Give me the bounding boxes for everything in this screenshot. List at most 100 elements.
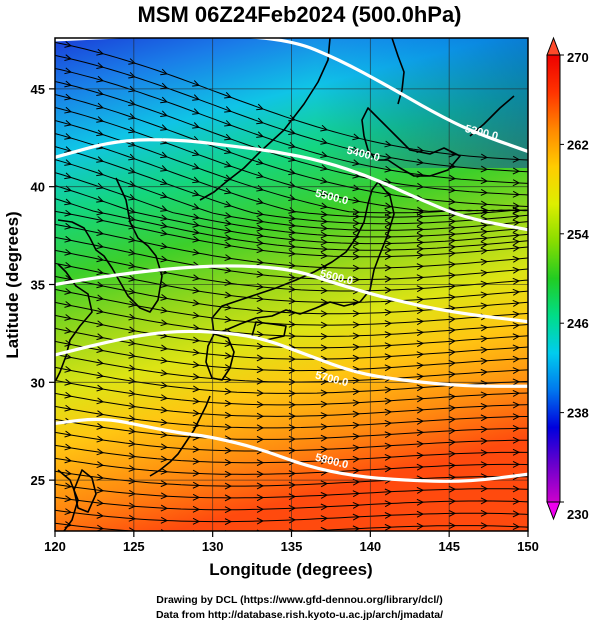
streamline-arrowhead — [448, 510, 457, 517]
streamline-arrowhead — [96, 196, 104, 203]
streamline-arrowhead — [96, 156, 104, 163]
streamline-arrowhead — [64, 404, 73, 412]
streamline-arrowhead — [416, 239, 425, 247]
streamline-arrowhead — [256, 131, 264, 138]
streamline-arrowhead — [160, 431, 169, 439]
streamline-arrowhead — [320, 366, 329, 374]
streamline-arrowhead — [352, 264, 361, 272]
streamline-arrowhead — [416, 452, 425, 460]
streamline — [55, 262, 528, 303]
streamline-arrowhead — [96, 169, 104, 177]
streamline-arrowhead — [480, 324, 489, 332]
height-contours — [55, 38, 528, 483]
streamline — [55, 198, 528, 251]
x-tick-label: 140 — [359, 539, 381, 554]
streamline-arrowhead — [480, 402, 489, 410]
streamline-arrowhead — [192, 286, 201, 294]
streamline-arrowhead — [160, 110, 168, 117]
streamline-arrowhead — [384, 253, 393, 261]
streamline-arrowhead — [320, 189, 329, 197]
streamline — [55, 172, 528, 238]
streamline — [55, 301, 528, 337]
streamline-arrowhead — [160, 319, 169, 327]
streamline-arrowhead — [512, 401, 521, 409]
streamline-arrowhead — [512, 448, 521, 456]
streamline-arrowhead — [160, 455, 169, 463]
streamline-arrowhead — [128, 167, 136, 174]
streamline-arrowhead — [512, 155, 521, 163]
streamline-arrowhead — [192, 505, 201, 513]
streamline-arrowhead — [64, 119, 73, 127]
streamline-arrowhead — [512, 378, 521, 386]
streamline-arrowhead — [256, 197, 264, 205]
streamline-arrowhead — [448, 359, 457, 367]
x-tick-label: 145 — [438, 539, 460, 554]
colorbar-lower-arrow — [546, 501, 561, 521]
streamline-arrowhead — [96, 116, 104, 123]
streamline-arrowhead — [320, 224, 329, 232]
streamline-arrowhead — [352, 467, 361, 475]
streamline — [55, 185, 528, 245]
streamline-arrowhead — [352, 354, 361, 362]
y-tick-label: 35 — [31, 278, 45, 293]
streamline-arrowhead — [320, 138, 328, 145]
streamline-arrowhead — [416, 487, 425, 494]
streamline-arrowhead — [384, 364, 393, 372]
streamline — [55, 80, 528, 196]
streamline-arrowhead — [384, 213, 393, 221]
streamline — [55, 120, 528, 214]
streamline-arrowhead — [96, 410, 105, 418]
streamline-arrowhead — [96, 229, 105, 237]
streamline-arrowhead — [128, 85, 136, 93]
kyushu-coast — [205, 333, 235, 381]
streamline-arrowhead — [448, 371, 457, 378]
streamline-arrowhead — [352, 146, 361, 154]
streamline-arrowhead — [352, 332, 361, 340]
y-axis-label: Latitude (degrees) — [3, 211, 22, 358]
streamline-arrowhead — [64, 80, 73, 88]
streamline-arrowhead — [352, 219, 361, 227]
streamline-arrowhead — [352, 276, 361, 284]
streamline-arrowhead — [512, 425, 521, 432]
streamline-arrowhead — [512, 255, 521, 263]
streamline-arrowhead — [512, 485, 521, 493]
streamline-arrowhead — [448, 337, 457, 345]
streamline-arrowhead — [352, 501, 361, 509]
hokkaido-coast — [361, 107, 461, 177]
streamline-arrowhead — [384, 202, 393, 210]
streamline-arrowhead — [384, 153, 393, 161]
streamline-arrowhead — [352, 513, 361, 521]
streamline-arrowhead — [192, 122, 200, 129]
streamline-arrowhead — [256, 470, 265, 478]
streamline-arrowhead — [192, 213, 201, 221]
streamline-arrowhead — [384, 240, 393, 247]
streamline-arrowhead — [256, 246, 265, 254]
honshu-coast — [211, 181, 395, 335]
streamline-arrowhead — [96, 62, 105, 70]
streamline-arrowhead — [160, 492, 169, 500]
streamline-arrowhead — [448, 485, 457, 493]
streamline-arrowhead — [192, 517, 201, 525]
streamline-arrowhead — [320, 252, 329, 260]
streamline — [55, 431, 528, 452]
streamline-arrowhead — [128, 153, 136, 161]
streamline-arrowhead — [416, 219, 425, 227]
streamline-arrowhead — [320, 480, 329, 488]
streamline-arrowhead — [224, 494, 233, 502]
streamline — [55, 133, 528, 218]
streamline-arrowhead — [480, 461, 489, 469]
streamline-arrowhead — [128, 313, 137, 321]
streamline-arrowhead — [384, 419, 393, 427]
streamline-arrowhead — [480, 414, 489, 422]
streamline-arrowhead — [64, 378, 73, 386]
streamline-arrowhead — [160, 242, 169, 250]
streamline-arrowhead — [320, 332, 329, 340]
streamline-arrowhead — [192, 176, 200, 184]
streamline-arrowhead — [384, 320, 393, 328]
streamline-arrowhead — [512, 344, 521, 352]
streamline-arrowhead — [448, 237, 457, 245]
streamline-arrowhead — [192, 469, 201, 477]
streamline-arrowhead — [256, 505, 265, 513]
streamline-arrowhead — [192, 409, 201, 417]
streamline-arrowhead — [160, 214, 169, 222]
